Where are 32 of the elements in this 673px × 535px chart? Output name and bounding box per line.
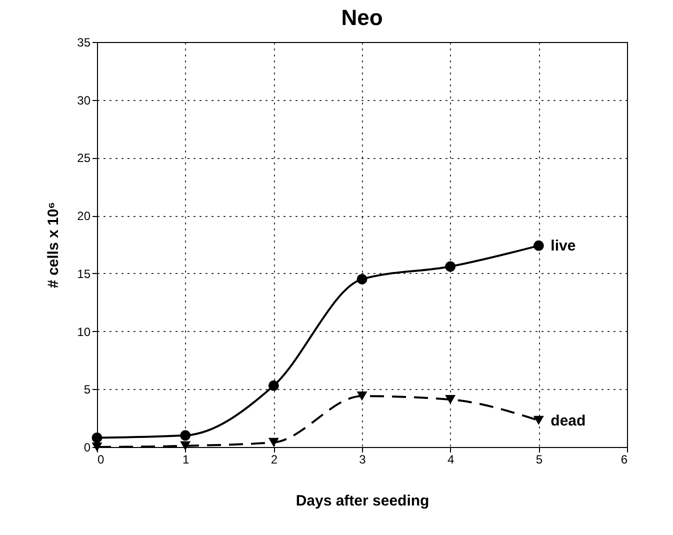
y-axis-title: # cells x 10⁶ xyxy=(45,202,62,288)
x-tick-label: 3 xyxy=(359,452,366,466)
point xyxy=(445,261,456,272)
y-tick-label: 10 xyxy=(77,324,91,339)
y-tick-label: 35 xyxy=(77,36,91,50)
point xyxy=(268,438,279,447)
x-tick-label: 4 xyxy=(447,452,454,466)
point xyxy=(356,274,368,284)
point xyxy=(533,240,544,251)
series-label: live xyxy=(550,238,576,255)
point xyxy=(92,432,102,443)
point xyxy=(180,441,191,450)
x-tick-label: 1 xyxy=(182,452,190,466)
point xyxy=(356,392,368,401)
point xyxy=(180,430,191,441)
point xyxy=(268,380,279,391)
y-tick-label: 15 xyxy=(77,266,91,281)
y-tick-label: 20 xyxy=(77,209,91,224)
series-label: dead xyxy=(550,412,586,430)
x-tick-label: 6 xyxy=(620,452,628,466)
point xyxy=(92,442,102,452)
point xyxy=(445,395,456,404)
x-axis-title: Days after seeding xyxy=(296,492,430,510)
chart-title: Neo xyxy=(341,5,383,30)
x-tick-label: 5 xyxy=(536,452,543,466)
x-tick-label: 2 xyxy=(270,452,278,466)
point xyxy=(533,416,544,425)
y-tick-label: 5 xyxy=(84,382,91,397)
x-tick-label: 0 xyxy=(98,452,104,466)
y-tick-label: 25 xyxy=(77,151,91,166)
y-tick-label: 0 xyxy=(84,440,91,454)
y-tick-label: 30 xyxy=(77,93,91,108)
